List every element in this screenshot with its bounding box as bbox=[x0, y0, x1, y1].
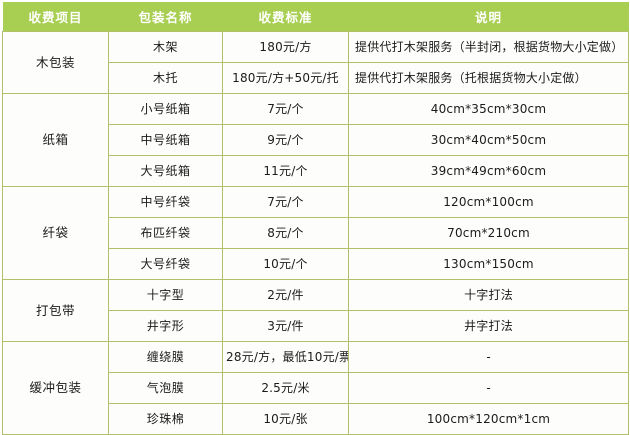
column-header-category: 收费项目 bbox=[2, 2, 109, 32]
item-name-cell: 木托 bbox=[108, 62, 223, 94]
note-cell: 十字打法 bbox=[348, 279, 629, 311]
table-row: 木托 180元/方+50元/托 提供代打木架服务（托根据货物大小定做） bbox=[3, 62, 629, 94]
item-name-cell: 大号纸箱 bbox=[108, 155, 223, 187]
table-body: 木包装 木架 180元/方 提供代打木架服务（半封闭，根据货物大小定做） 木托 180元/… bbox=[2, 31, 629, 435]
item-name-cell: 气泡膜 bbox=[108, 372, 223, 404]
price-cell: 10元/张 bbox=[222, 403, 349, 435]
category-cell: 纸箱 bbox=[2, 93, 109, 187]
item-name-cell: 小号纸箱 bbox=[108, 93, 223, 125]
note-cell: 70cm*210cm bbox=[348, 217, 629, 249]
category-cell: 打包带 bbox=[2, 279, 109, 342]
table-row: 纤袋 中号纤袋 7元/个 120cm*100cm bbox=[2, 186, 629, 280]
price-cell: 3元/件 bbox=[222, 310, 349, 342]
price-cell: 180元/方+50元/托 bbox=[222, 62, 349, 94]
table-row: 打包带 十字型 2元/件 十字打法 bbox=[2, 279, 629, 342]
price-cell: 28元/方，最低10元/票 bbox=[222, 341, 349, 373]
note-cell: 井字打法 bbox=[348, 310, 629, 342]
table-row: 大号纸箱 11元/个 39cm*49cm*60cm bbox=[3, 155, 629, 187]
note-cell: - bbox=[348, 372, 629, 404]
note-cell: 39cm*49cm*60cm bbox=[348, 155, 629, 187]
table-header-row: 收费项目 包装名称 收费标准 说明 bbox=[2, 2, 629, 32]
note-cell: 130cm*150cm bbox=[348, 248, 629, 280]
table-row: 布匹纤袋 8元/个 70cm*210cm bbox=[3, 217, 629, 249]
price-cell: 7元/个 bbox=[222, 186, 349, 218]
table-header: 收费项目 包装名称 收费标准 说明 bbox=[2, 2, 629, 32]
item-name-cell: 珍珠棉 bbox=[108, 403, 223, 435]
table-row: 中号纸箱 9元/个 30cm*40cm*50cm bbox=[3, 124, 629, 156]
note-cell: 30cm*40cm*50cm bbox=[348, 124, 629, 156]
table-row: 井字形 3元/件 井字打法 bbox=[3, 310, 629, 342]
table-row: 纸箱 小号纸箱 7元/个 40cm*35cm*30cm bbox=[2, 93, 629, 187]
price-cell: 9元/个 bbox=[222, 124, 349, 156]
item-name-cell: 十字型 bbox=[108, 279, 223, 311]
table-row: 缓冲包装 缠绕膜 28元/方，最低10元/票 - bbox=[2, 341, 629, 435]
note-cell: 提供代打木架服务（半封闭，根据货物大小定做） bbox=[348, 31, 629, 63]
price-cell: 2.5元/米 bbox=[222, 372, 349, 404]
item-name-cell: 中号纤袋 bbox=[108, 186, 223, 218]
note-cell: - bbox=[348, 341, 629, 373]
price-cell: 10元/个 bbox=[222, 248, 349, 280]
item-name-cell: 布匹纤袋 bbox=[108, 217, 223, 249]
note-cell: 120cm*100cm bbox=[348, 186, 629, 218]
column-header-note: 说明 bbox=[348, 2, 629, 32]
item-name-cell: 大号纤袋 bbox=[108, 248, 223, 280]
price-cell: 11元/个 bbox=[222, 155, 349, 187]
item-name-cell: 井字形 bbox=[108, 310, 223, 342]
table-row: 气泡膜 2.5元/米 - bbox=[3, 372, 629, 404]
table-row: 木包装 木架 180元/方 提供代打木架服务（半封闭，根据货物大小定做） bbox=[2, 31, 629, 94]
price-cell: 8元/个 bbox=[222, 217, 349, 249]
category-cell: 木包装 bbox=[2, 31, 109, 94]
category-cell: 纤袋 bbox=[2, 186, 109, 280]
category-cell: 缓冲包装 bbox=[2, 341, 109, 435]
column-header-price: 收费标准 bbox=[222, 2, 349, 32]
price-cell: 7元/个 bbox=[222, 93, 349, 125]
item-name-cell: 缠绕膜 bbox=[108, 341, 223, 373]
note-cell: 100cm*120cm*1cm bbox=[348, 403, 629, 435]
column-header-name: 包装名称 bbox=[108, 2, 223, 32]
price-cell: 2元/件 bbox=[222, 279, 349, 311]
item-name-cell: 中号纸箱 bbox=[108, 124, 223, 156]
table-row: 大号纤袋 10元/个 130cm*150cm bbox=[3, 248, 629, 280]
item-name-cell: 木架 bbox=[108, 31, 223, 63]
price-cell: 180元/方 bbox=[222, 31, 349, 63]
note-cell: 40cm*35cm*30cm bbox=[348, 93, 629, 125]
note-cell: 提供代打木架服务（托根据货物大小定做） bbox=[348, 62, 629, 94]
